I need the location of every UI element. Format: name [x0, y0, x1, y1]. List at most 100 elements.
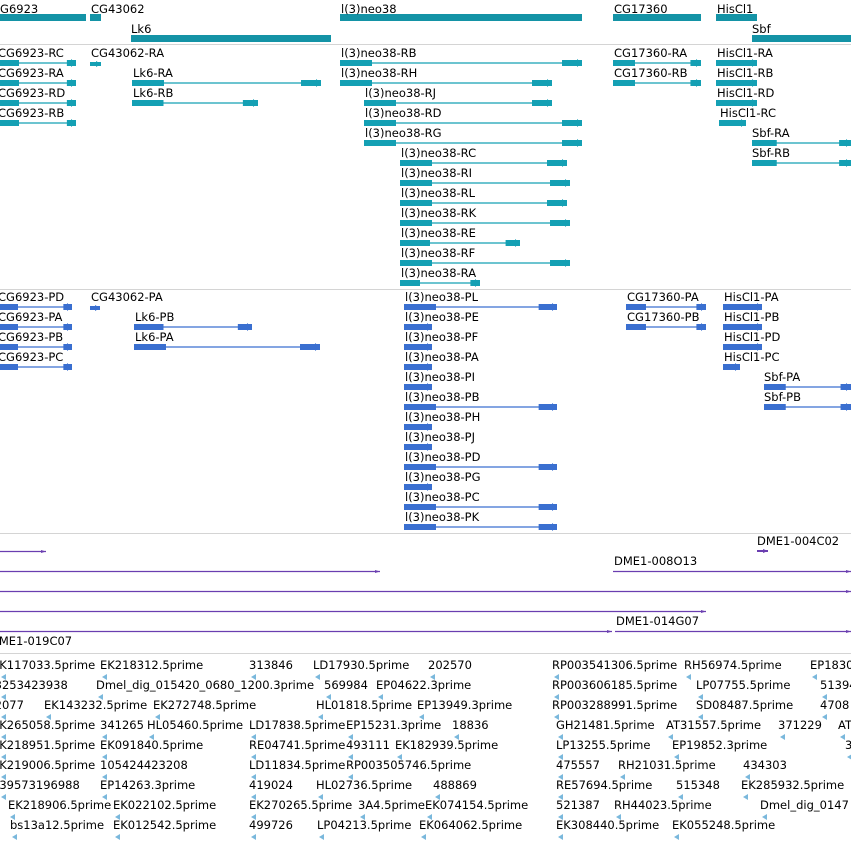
transcript-label[interactable]: HisCl1-RC: [720, 106, 776, 120]
transcript-feature[interactable]: [752, 139, 851, 147]
protein-label[interactable]: CG17360-PA: [627, 290, 699, 304]
protein-label[interactable]: l(3)neo38-PI: [405, 370, 475, 384]
gene-feature[interactable]: [752, 35, 851, 42]
protein-label[interactable]: l(3)neo38-PD: [405, 450, 481, 464]
est-label[interactable]: EP19852.3prime: [672, 738, 768, 752]
clone-feature[interactable]: [0, 630, 612, 633]
est-label[interactable]: LP13255.5prime: [556, 738, 651, 752]
gene-feature[interactable]: [340, 14, 582, 21]
est-label[interactable]: EK218906.5prime: [8, 798, 112, 812]
est-label[interactable]: HL02736.5prime: [316, 778, 413, 792]
est-label[interactable]: EK074154.5prime: [425, 798, 529, 812]
est-label[interactable]: EK308440.5prime: [556, 818, 660, 832]
est-label[interactable]: EK055248.5prime: [672, 818, 776, 832]
est-label[interactable]: RP003606185.5prime: [552, 678, 678, 692]
transcript-label[interactable]: l(3)neo38-RA: [401, 266, 477, 280]
gene-feature[interactable]: [716, 14, 757, 21]
gene-label[interactable]: CG6923: [0, 2, 39, 16]
protein-label[interactable]: l(3)neo38-PA: [405, 350, 479, 364]
clone-feature[interactable]: [613, 570, 851, 573]
transcript-feature[interactable]: [132, 99, 258, 107]
est-label[interactable]: LD17930.5prime: [313, 658, 410, 672]
transcript-label[interactable]: HisCl1-RA: [717, 46, 773, 60]
protein-label[interactable]: l(3)neo38-PB: [405, 390, 480, 404]
transcript-label[interactable]: l(3)neo38-RG: [365, 126, 442, 140]
transcript-label[interactable]: l(3)neo38-RC: [401, 146, 477, 160]
clone-label[interactable]: DME1-008O13: [614, 554, 698, 568]
protein-feature[interactable]: [723, 343, 762, 351]
protein-feature[interactable]: [134, 343, 320, 351]
gene-feature[interactable]: [90, 14, 101, 21]
est-label[interactable]: LP04213.5prime: [317, 818, 412, 832]
est-label[interactable]: 341265: [100, 718, 144, 732]
protein-feature[interactable]: [404, 443, 432, 451]
protein-feature[interactable]: [404, 323, 432, 331]
est-label[interactable]: 499726: [249, 818, 293, 832]
protein-label[interactable]: HisCl1-PD: [724, 330, 781, 344]
est-label[interactable]: EK270265.5prime: [249, 798, 353, 812]
transcript-label[interactable]: CG17360-RA: [614, 46, 688, 60]
transcript-feature[interactable]: [90, 61, 101, 67]
transcript-feature[interactable]: [0, 119, 76, 127]
protein-feature[interactable]: [626, 303, 706, 311]
transcript-label[interactable]: Sbf-RA: [752, 126, 790, 140]
transcript-feature[interactable]: [364, 99, 552, 107]
protein-label[interactable]: CG43062-PA: [91, 290, 163, 304]
est-label[interactable]: 569984: [324, 678, 368, 692]
transcript-feature[interactable]: [613, 59, 701, 67]
protein-label[interactable]: Sbf-PA: [764, 370, 801, 384]
protein-feature[interactable]: [404, 403, 557, 411]
protein-label[interactable]: HisCl1-PA: [724, 290, 779, 304]
est-label[interactable]: 313846: [249, 658, 293, 672]
est-label[interactable]: 4708: [820, 698, 850, 712]
est-label[interactable]: 363253423938: [0, 678, 68, 692]
est-label[interactable]: 371229: [778, 718, 822, 732]
est-label[interactable]: RH21031.5prime: [618, 758, 716, 772]
gene-label[interactable]: Sbf: [752, 22, 771, 36]
protein-feature[interactable]: [626, 323, 706, 331]
est-label[interactable]: EP14263.3prime: [100, 778, 196, 792]
protein-label[interactable]: CG6923-PA: [0, 310, 63, 324]
est-label[interactable]: EK064062.5prime: [419, 818, 523, 832]
est-label[interactable]: 434303: [743, 758, 787, 772]
transcript-label[interactable]: Sbf-RB: [752, 146, 791, 160]
est-label[interactable]: 3: [845, 738, 851, 752]
transcript-label[interactable]: Lk6-RA: [133, 66, 173, 80]
est-label[interactable]: LD11834.5prime: [249, 758, 346, 772]
est-label[interactable]: EK012542.5prime: [113, 818, 217, 832]
protein-feature[interactable]: [723, 363, 740, 371]
transcript-label[interactable]: l(3)neo38-RJ: [365, 86, 437, 100]
transcript-feature[interactable]: [0, 79, 76, 87]
est-label[interactable]: 18836: [452, 718, 489, 732]
transcript-label[interactable]: CG6923-RA: [0, 66, 64, 80]
transcript-feature[interactable]: [364, 119, 582, 127]
transcript-feature[interactable]: [400, 279, 480, 287]
clone-feature[interactable]: [0, 570, 380, 573]
est-label[interactable]: EP13949.3prime: [417, 698, 513, 712]
est-label[interactable]: 312077: [0, 698, 24, 712]
clone-feature[interactable]: [0, 550, 46, 553]
clone-feature[interactable]: [0, 590, 851, 593]
est-label[interactable]: HL05460.5prime: [147, 718, 244, 732]
protein-label[interactable]: CG17360-PB: [627, 310, 700, 324]
transcript-feature[interactable]: [400, 219, 570, 227]
protein-label[interactable]: Lk6-PB: [135, 310, 175, 324]
transcript-label[interactable]: CG6923-RC: [0, 46, 64, 60]
transcript-label[interactable]: l(3)neo38-RH: [341, 66, 418, 80]
protein-feature[interactable]: [404, 343, 432, 351]
transcript-label[interactable]: l(3)neo38-RE: [401, 226, 476, 240]
est-label[interactable]: AT: [838, 718, 851, 732]
transcript-label[interactable]: Lk6-RB: [133, 86, 174, 100]
transcript-label[interactable]: CG17360-RB: [614, 66, 688, 80]
est-label[interactable]: EK117033.5prime: [0, 658, 96, 672]
protein-label[interactable]: CG6923-PB: [0, 330, 64, 344]
transcript-feature[interactable]: [613, 79, 701, 87]
est-label[interactable]: 339573196988: [0, 778, 80, 792]
transcript-feature[interactable]: [400, 239, 520, 247]
est-label[interactable]: Dmel_dig_0147: [760, 798, 849, 812]
protein-label[interactable]: l(3)neo38-PK: [405, 510, 480, 524]
protein-label[interactable]: Sbf-PB: [764, 390, 801, 404]
protein-feature[interactable]: [404, 523, 557, 531]
transcript-feature[interactable]: [400, 259, 570, 267]
est-label[interactable]: 202570: [428, 658, 472, 672]
